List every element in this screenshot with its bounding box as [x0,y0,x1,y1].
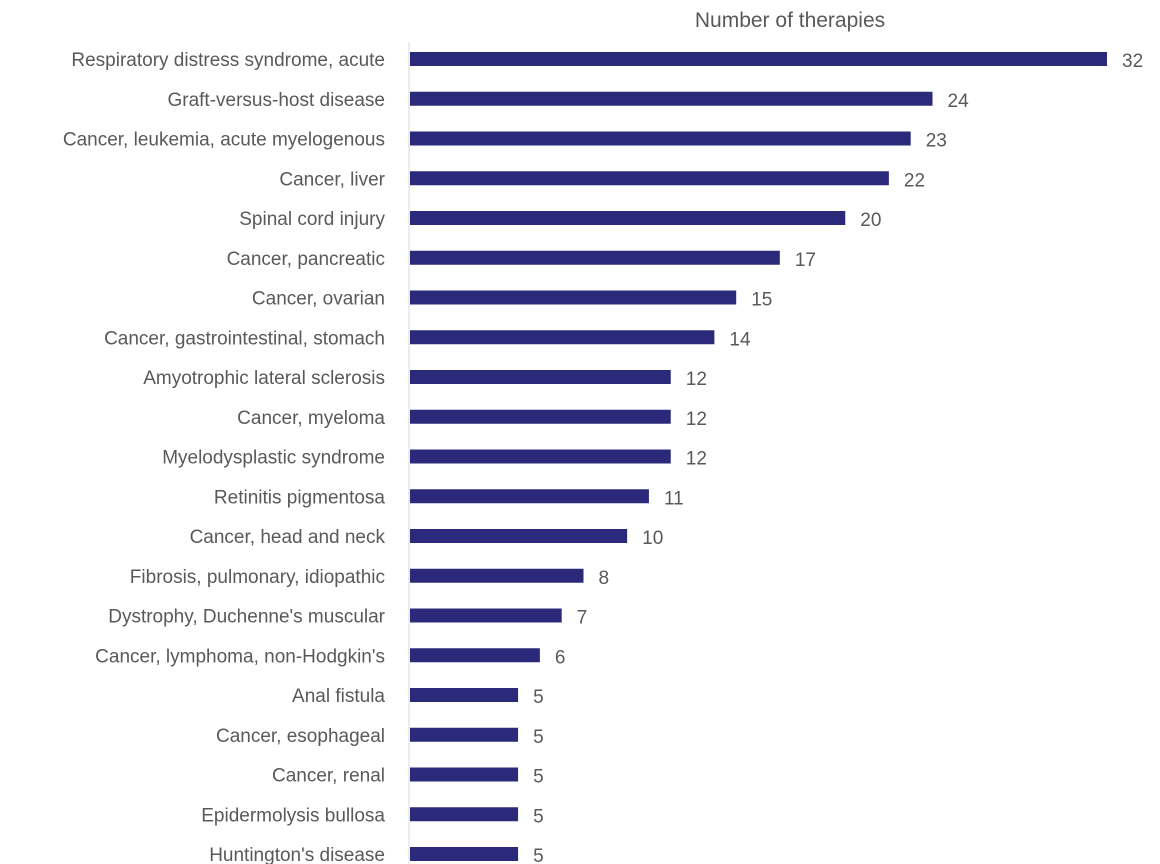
value-label: 8 [599,568,610,589]
category-label: Amyotrophic lateral sclerosis [143,368,385,389]
bar [410,370,671,384]
value-label: 5 [533,727,544,748]
category-label: Cancer, lymphoma, non-Hodgkin's [95,646,385,667]
value-label: 6 [555,647,566,668]
value-label: 12 [686,449,707,470]
bar [410,52,1107,66]
bar [410,409,671,424]
category-label: Dystrophy, Duchenne's muscular [108,607,385,628]
value-label: 15 [751,290,772,311]
category-label: Cancer, leukemia, acute myelogenous [63,130,385,151]
category-label: Cancer, gastrointestinal, stomach [104,328,385,349]
category-label: Anal fistula [292,686,385,707]
category-label: Cancer, renal [272,766,385,787]
bar [410,449,671,464]
value-label: 20 [860,210,881,231]
bar [410,489,649,504]
bar [410,648,540,663]
bar [410,290,737,305]
value-label: 23 [926,131,947,152]
value-label: 10 [642,528,663,549]
category-label: Cancer, head and neck [190,527,386,548]
value-label: 32 [1122,51,1143,72]
value-label: 5 [533,846,544,864]
category-label: Cancer, esophageal [216,726,385,747]
category-label: Myelodysplastic syndrome [162,448,385,469]
value-label: 5 [533,687,544,708]
bar [410,211,846,225]
category-label: Cancer, pancreatic [227,249,385,270]
bar [410,330,715,345]
bar [410,131,911,146]
category-label: Cancer, myeloma [237,408,385,429]
category-label: Fibrosis, pulmonary, idiopathic [130,567,385,588]
category-label: Huntington's disease [209,845,385,864]
category-label: Cancer, liver [279,169,385,190]
bar [410,250,780,265]
value-label: 11 [664,488,684,509]
bar [410,688,519,702]
value-label: 24 [948,91,970,112]
bar [410,171,889,186]
category-label: Retinitis pigmentosa [214,487,386,508]
value-label: 12 [686,409,707,430]
axis-title: Number of therapies [695,9,885,32]
bar [410,847,519,861]
category-label: Spinal cord injury [239,209,385,230]
category-label: Epidermolysis bullosa [201,805,385,826]
bar [410,807,519,822]
category-label: Graft-versus-host disease [167,90,385,111]
bar [410,529,628,543]
value-label: 12 [686,369,707,390]
value-label: 5 [533,767,544,788]
value-label: 22 [904,170,925,191]
bar [410,91,933,106]
value-label: 14 [729,329,751,350]
bar [410,767,519,782]
bar [410,568,584,583]
bar [410,727,519,742]
value-label: 5 [533,806,544,827]
value-label: 17 [795,250,816,271]
value-label: 7 [577,608,588,629]
bar [410,608,562,623]
category-label: Respiratory distress syndrome, acute [71,50,385,71]
category-label: Cancer, ovarian [252,289,385,310]
